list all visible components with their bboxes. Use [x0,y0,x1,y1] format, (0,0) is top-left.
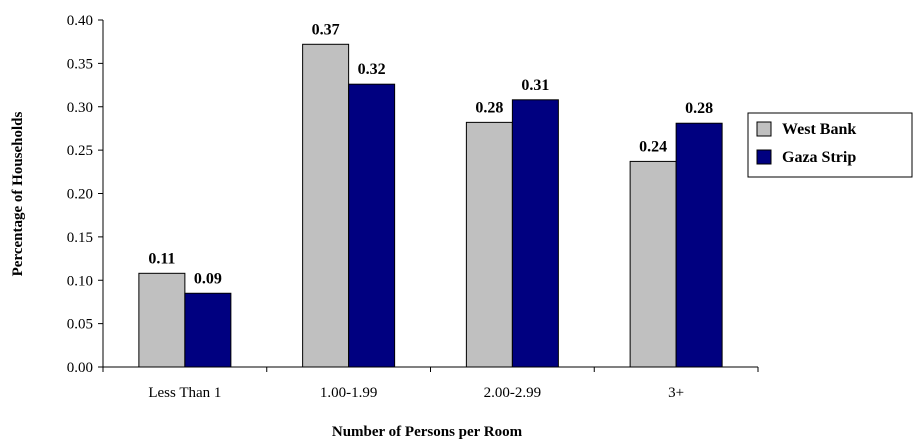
data-label: 0.32 [358,61,386,78]
y-tick-label: 0.10 [67,273,93,289]
legend-swatch [756,121,772,137]
x-tick-label: Less Than 1 [148,385,221,401]
bar-gaza-strip [511,99,559,368]
y-tick-label: 0.20 [67,187,93,203]
data-label: 0.24 [639,138,667,155]
y-tick-label: 0.05 [67,317,93,333]
legend-label: Gaza Strip [782,149,856,166]
legend-label: West Bank [782,121,856,138]
chart-labels: Less Than 1 0.11 0.09 1.00-1.99 0.37 0.32 2.00… [148,21,713,401]
x-tick-label: 1.00-1.99 [320,385,378,401]
x-axis-title: Number of Persons per Room [332,424,523,440]
bar-west-bank [629,160,677,368]
chart-bars [138,43,723,368]
x-tick-label: 3+ [668,385,684,401]
y-tick-label: 0.00 [67,360,93,376]
legend-box [747,112,913,178]
bar-gaza-strip [184,292,232,368]
legend-swatch [756,149,772,165]
data-label: 0.11 [148,250,175,267]
data-label: 0.28 [685,100,713,117]
data-label: 0.31 [521,77,549,94]
bar-west-bank [138,272,186,368]
data-label: 0.28 [475,99,503,116]
y-tick-label: 0.40 [67,13,93,29]
y-tick-label: 0.25 [67,143,93,159]
y-tick-label: 0.30 [67,100,93,116]
chart-legend: West Bank Gaza Strip [747,112,913,178]
data-label: 0.37 [312,21,340,38]
y-tick-label: 0.15 [67,230,93,246]
x-tick-label: 2.00-2.99 [484,385,542,401]
data-label: 0.09 [194,270,222,287]
y-axis-title: Percentage of Households [10,111,26,276]
y-tick-label: 0.35 [67,56,93,72]
bar-west-bank [465,121,513,368]
bar-west-bank [302,43,350,368]
bar-gaza-strip [675,122,723,368]
bar-gaza-strip [348,83,396,368]
